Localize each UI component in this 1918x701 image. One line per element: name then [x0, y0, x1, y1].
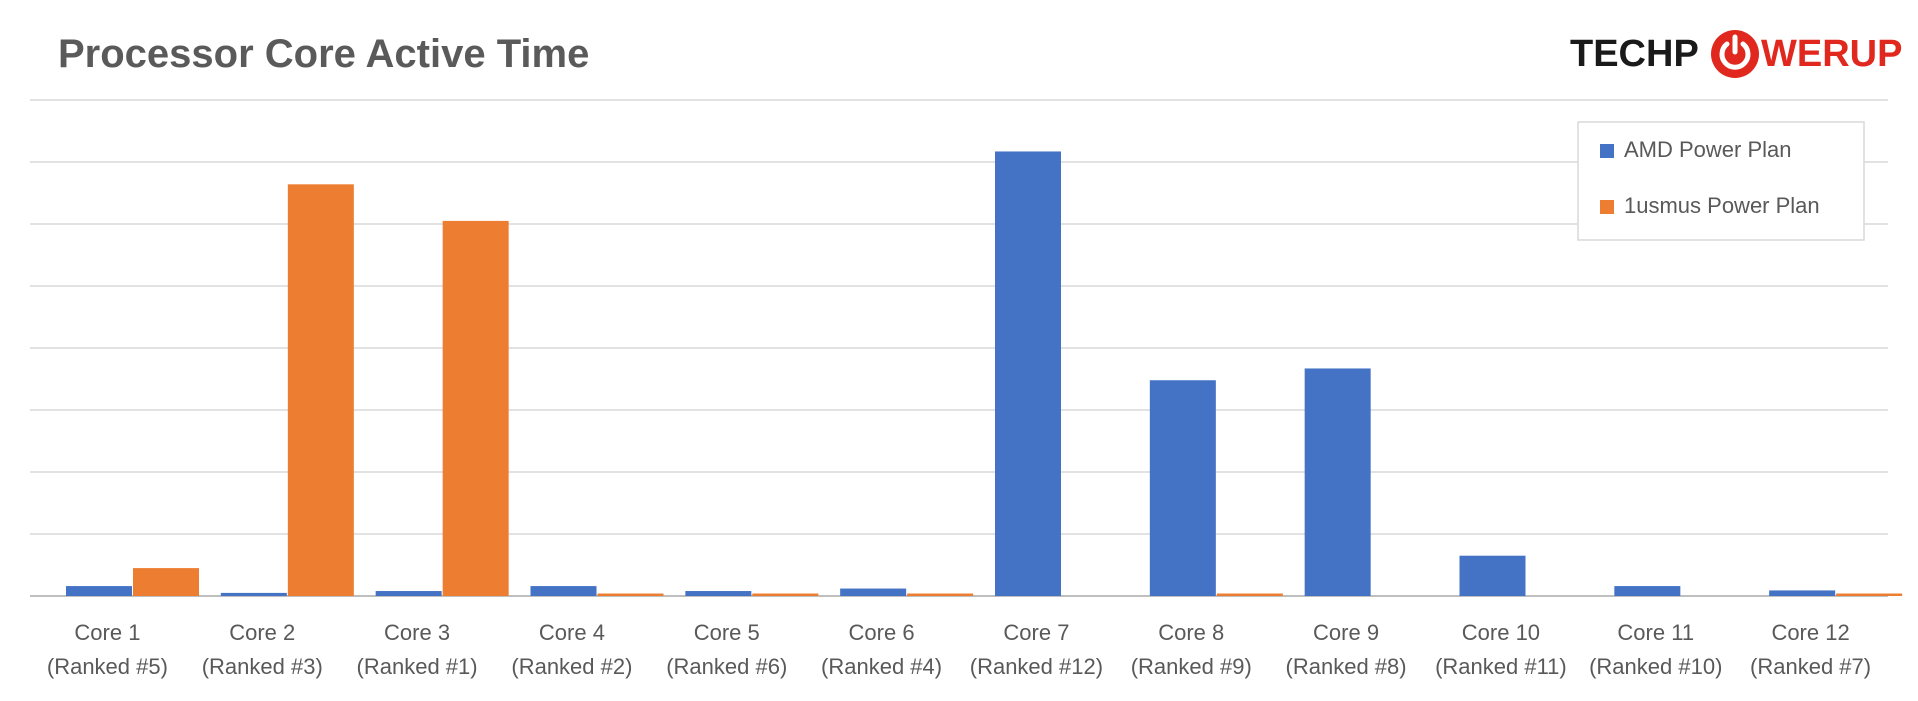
x-tick-sublabel: (Ranked #7) — [1750, 654, 1871, 679]
bar-usmus-core-2 — [287, 184, 354, 596]
bar-amd-core-6 — [840, 588, 907, 596]
bar-amd-core-9 — [1304, 368, 1371, 596]
bar-amd-core-2 — [220, 592, 287, 596]
x-tick-label: Core 12 — [1771, 620, 1849, 645]
bar-amd-core-11 — [1614, 586, 1681, 596]
x-tick-sublabel: (Ranked #2) — [511, 654, 632, 679]
bar-usmus-core-3 — [442, 220, 509, 596]
x-tick-sublabel: (Ranked #10) — [1589, 654, 1722, 679]
bar-usmus-core-1 — [133, 568, 199, 596]
x-tick-sublabel: (Ranked #11) — [1435, 654, 1567, 679]
legend-label: 1usmus Power Plan — [1624, 193, 1820, 218]
x-tick-label: Core 2 — [229, 620, 295, 645]
x-tick-sublabel: (Ranked #6) — [666, 654, 787, 679]
bar-usmus-core-6 — [907, 593, 974, 596]
x-tick-sublabel: (Ranked #4) — [821, 654, 942, 679]
x-tick-label: Core 11 — [1617, 620, 1694, 645]
bar-usmus-core-5 — [752, 593, 819, 596]
legend-swatch — [1600, 200, 1614, 214]
x-tick-sublabel: (Ranked #5) — [47, 654, 168, 679]
x-tick-label: Core 3 — [384, 620, 450, 645]
x-tick-label: Core 6 — [849, 620, 915, 645]
bar-amd-core-12 — [1769, 590, 1836, 596]
bar-amd-core-10 — [1459, 555, 1526, 596]
bar-usmus-core-12 — [1836, 593, 1903, 596]
x-tick-sublabel: (Ranked #8) — [1286, 654, 1407, 679]
logo-text-left: TECHP — [1570, 33, 1699, 75]
bar-amd-core-7 — [995, 151, 1061, 596]
bar-amd-core-3 — [375, 591, 442, 596]
x-tick-sublabel: (Ranked #9) — [1131, 654, 1252, 679]
bar-amd-core-1 — [66, 586, 132, 596]
x-tick-sublabel: (Ranked #3) — [202, 654, 323, 679]
x-tick-label: Core 4 — [539, 620, 605, 645]
bar-usmus-core-4 — [597, 593, 664, 596]
x-tick-label: Core 5 — [694, 620, 760, 645]
x-tick-label: Core 7 — [1003, 620, 1069, 645]
legend-swatch — [1600, 144, 1614, 158]
bar-amd-core-4 — [530, 586, 597, 596]
x-tick-sublabel: (Ranked #12) — [970, 654, 1103, 679]
x-tick-label: Core 9 — [1313, 620, 1379, 645]
techpowerup-logo: TECHP WERUP — [1570, 30, 1902, 78]
x-tick-sublabel: (Ranked #1) — [357, 654, 478, 679]
logo-text-right: WERUP — [1761, 33, 1902, 75]
x-tick-label: Core 1 — [74, 620, 140, 645]
bar-amd-core-8 — [1149, 380, 1216, 596]
x-tick-label: Core 10 — [1462, 620, 1540, 645]
x-tick-label: Core 8 — [1158, 620, 1224, 645]
bar-amd-core-5 — [685, 591, 752, 596]
legend-label: AMD Power Plan — [1624, 137, 1792, 162]
bar-usmus-core-8 — [1216, 593, 1283, 596]
power-icon — [1711, 30, 1759, 78]
legend-box — [1577, 121, 1865, 241]
chart-title: Processor Core Active Time — [58, 32, 590, 76]
